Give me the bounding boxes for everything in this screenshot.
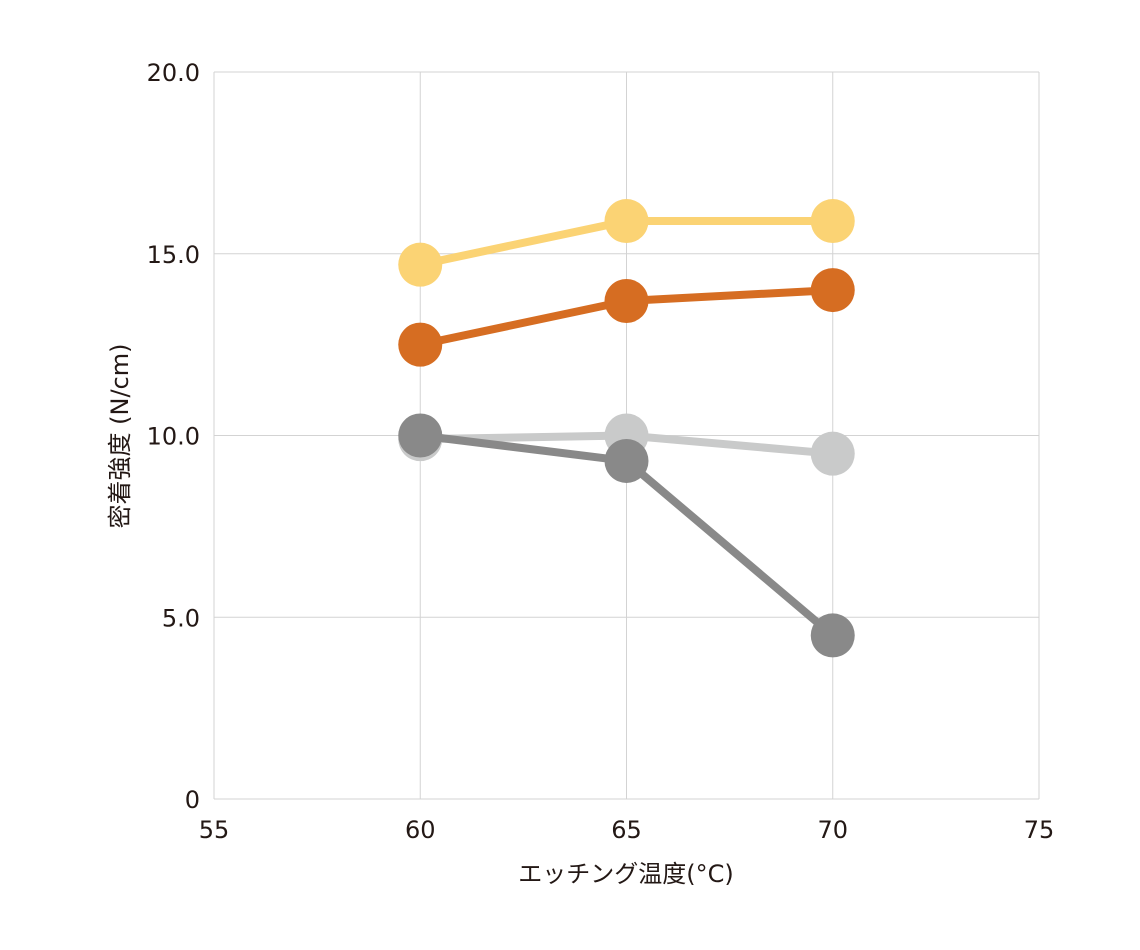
series-orange-point [604,279,649,324]
y-tick-label: 10.0 [147,423,200,451]
series-dark-gray-point [810,613,855,658]
y-axis-label: 密着強度 (N/cm) [106,344,134,529]
y-tick-label: 20.0 [147,59,200,87]
x-tick-label: 70 [817,816,848,844]
x-tick-label: 60 [405,816,436,844]
y-tick-label: 0 [185,786,200,814]
series-orange-point [398,322,443,367]
y-tick-label: 5.0 [162,604,200,632]
series-yellow [398,199,855,287]
x-axis-label: エッチング温度(°C) [518,860,733,888]
series-yellow-point [398,242,443,287]
series-light-gray-point [810,431,855,476]
series-yellow-point [604,199,649,244]
series-yellow-point [810,199,855,244]
grid [213,71,1040,800]
series-dark-gray-point [604,438,649,483]
y-tick-label: 15.0 [147,241,200,269]
x-tick-label: 75 [1024,816,1055,844]
series-orange [398,268,855,367]
x-tick-label: 65 [611,816,642,844]
series-dark-gray [398,413,855,658]
series-group [398,199,855,658]
series-dark-gray-point [398,413,443,458]
tick-labels: 55 60 65 70 75 0 5.0 10.0 15.0 20.0 [147,59,1055,844]
x-tick-label: 55 [199,816,230,844]
series-orange-point [810,268,855,313]
